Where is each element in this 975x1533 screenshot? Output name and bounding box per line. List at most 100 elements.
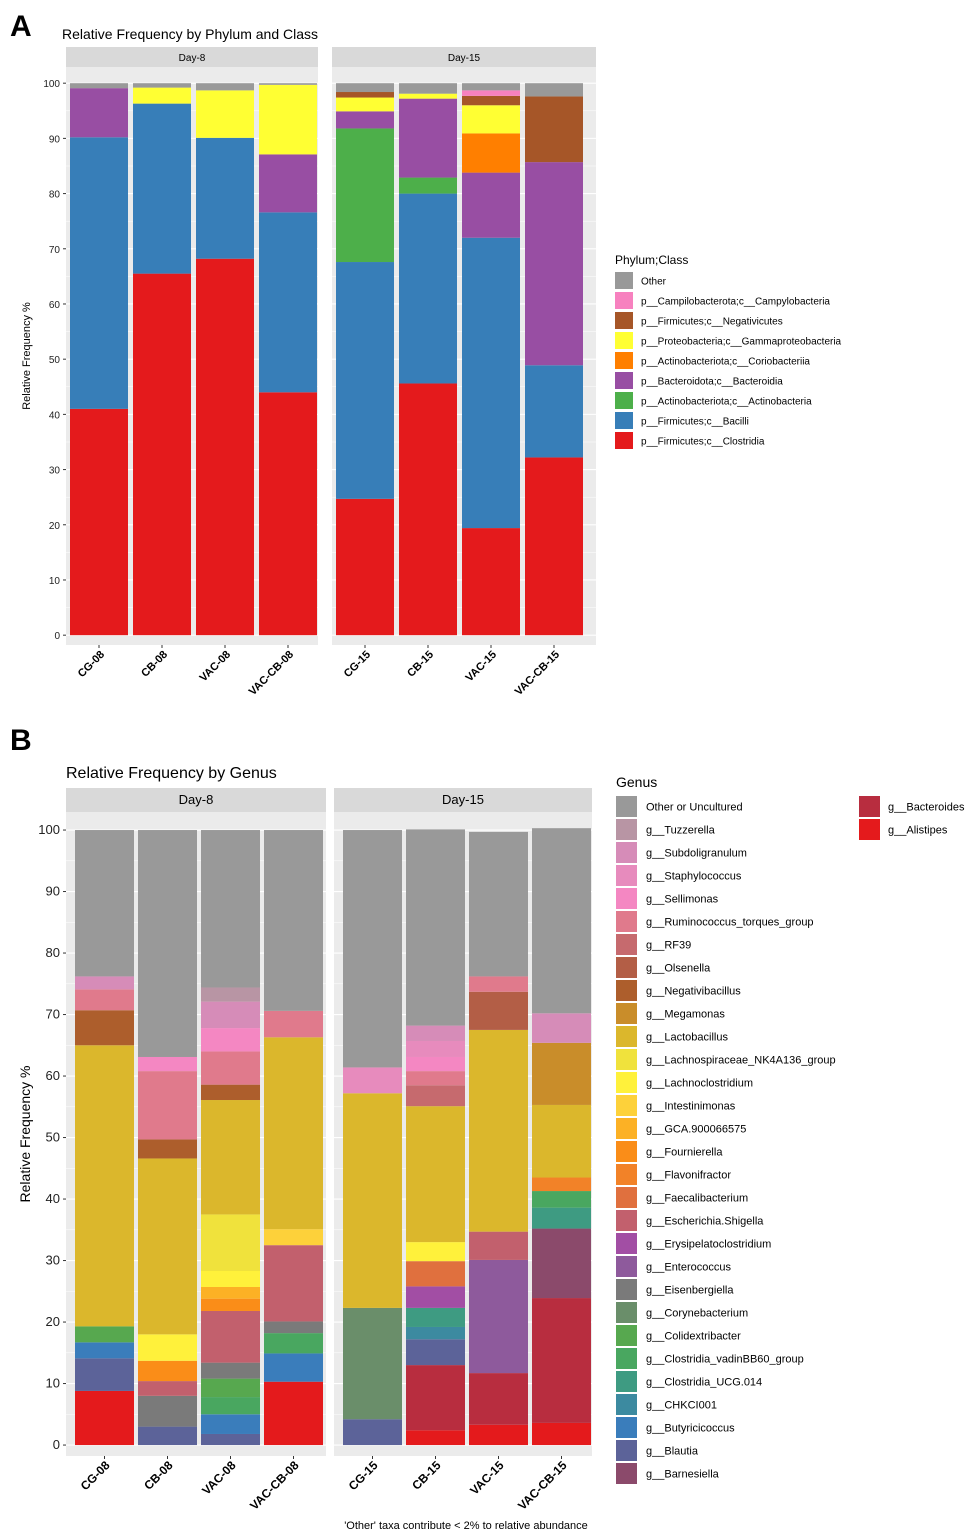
- panel-b-bar-vac-08-g-sellimonas: [201, 1028, 260, 1052]
- panel-b-bar-vac-cb-08-g-intestinimonas: [264, 1229, 323, 1246]
- panel-a-bar-cb-08-p-firmicutes-c-bacilli: [133, 103, 191, 274]
- panel-a-ytick-label: 10: [49, 576, 61, 587]
- panel-a-facet-label: Day-8: [179, 53, 206, 64]
- panel-a-xtick-label: VAC-CB-15: [513, 649, 562, 698]
- panel-b-legend-label: g__GCA.900066575: [646, 1124, 746, 1136]
- panel-b-legend-swatch: [616, 1394, 637, 1415]
- panel-b-ytick-label: 60: [46, 1068, 60, 1083]
- panel-b-legend-swatch: [616, 1210, 637, 1231]
- panel-b-ytick-label: 70: [46, 1007, 60, 1022]
- panel-b-legend-label: g__Clostridia_vadinBB60_group: [646, 1354, 804, 1366]
- panel-a-ylabel: Relative Frequency %: [21, 302, 33, 410]
- panel-a-legend-swatch: [615, 292, 633, 309]
- panel-b-bar-cb-08-g-fournierella: [138, 1360, 197, 1382]
- panel-b-legend-swatch: [616, 1440, 637, 1461]
- panel-b-bar-vac-cb-08-g-lactobacillus: [264, 1037, 323, 1230]
- panel-b-ytick-label: 50: [46, 1130, 60, 1145]
- panel-a-bar-cg-15-p-firmicutes-c-negativicutes: [336, 92, 394, 98]
- panel-b-xtick-label: CG-08: [78, 1458, 113, 1493]
- panel-b-bar-cb-15-g-staphylococcus: [406, 1040, 465, 1057]
- panel-b-footnote: 'Other' taxa contribute < 2% to relative…: [344, 1520, 588, 1532]
- panel-a-legend-label: p__Campilobacterota;c__Campylobacteria: [641, 297, 830, 308]
- panel-b-bar-vac-15-g-lactobacillus: [469, 1029, 528, 1232]
- panel-b-ytick-label: 90: [46, 884, 60, 899]
- panel-b-legend-label: g__Olsenella: [646, 963, 711, 975]
- panel-a-bar-vac-15-p-campilobacterota-c-campylobacteria: [462, 90, 520, 96]
- panel-b-title: Relative Frequency by Genus: [66, 765, 277, 782]
- panel-b-legend-swatch: [616, 865, 637, 886]
- panel-b-bar-cg-08-g-lactobacillus: [75, 1045, 134, 1327]
- panel-a-bar-vac-cb-15-p-firmicutes-c-clostridia: [525, 457, 583, 636]
- panel-b-facet-label: Day-8: [179, 792, 214, 807]
- panel-a-bar-vac-15-p-actinobacteriota-c-coriobacteriia: [462, 133, 520, 173]
- panel-b-bar-cg-15-g-corynebacterium: [343, 1307, 402, 1420]
- panel-b-bar-cb-15-g-sellimonas: [406, 1056, 465, 1072]
- panel-a-bar-vac-cb-08-p-firmicutes-c-bacilli: [259, 212, 317, 393]
- panel-b-bar-cb-15-g-rf39: [406, 1085, 465, 1107]
- panel-a-legend-swatch: [615, 332, 633, 349]
- panel-b-bar-cb-08-g-lactobacillus: [138, 1158, 197, 1335]
- panel-b-xtick-label: VAC-CB-08: [247, 1458, 302, 1513]
- panel-b-bar-vac-cb-08-g-butyricicoccus: [264, 1353, 323, 1382]
- panel-b-legend-swatch: [616, 842, 637, 863]
- panel-b-bar-vac-15-g-alistipes: [469, 1424, 528, 1446]
- panel-b-legend-swatch: [616, 1049, 637, 1070]
- panel-b-bar-cb-15-other-or-uncultured: [406, 829, 465, 1026]
- panel-a-bar-cb-15-other: [399, 83, 457, 94]
- panel-b-bar-cg-08-g-subdoligranulum: [75, 976, 134, 990]
- panel-b-bar-vac-cb-08-g-escherichia-shigella: [264, 1245, 323, 1322]
- panel-b-bar-cb-15-g-lactobacillus: [406, 1106, 465, 1243]
- panel-b-facet-label: Day-15: [442, 792, 484, 807]
- panel-b-legend-swatch: [616, 1026, 637, 1047]
- panel-b-bar-cg-15-g-staphylococcus: [343, 1067, 402, 1094]
- panel-b-legend-swatch: [859, 819, 880, 840]
- panel-b-legend-label: g__Erysipelatoclostridium: [646, 1239, 771, 1251]
- panel-a-bar-vac-cb-08-other: [259, 83, 317, 85]
- panel-b-bar-vac-08-g-fournierella: [201, 1298, 260, 1311]
- panel-b-bar-vac-08-g-lachnoclostridium: [201, 1271, 260, 1287]
- panel-b-legend-label: g__Blautia: [646, 1446, 699, 1458]
- panel-b-xtick-label: VAC-08: [199, 1458, 239, 1498]
- panel-b-bar-vac-cb-15-g-lactobacillus: [532, 1104, 591, 1178]
- panel-a-bar-vac-15-p-firmicutes-c-bacilli: [462, 237, 520, 529]
- panel-a-bar-vac-cb-15-other: [525, 83, 583, 97]
- panel-b-bar-vac-08-g-escherichia-shigella: [201, 1310, 260, 1363]
- panel-b-legend-swatch: [616, 1003, 637, 1024]
- panel-a-ytick-label: 0: [54, 631, 60, 642]
- panel-b-legend-swatch: [616, 1256, 637, 1277]
- panel-a-legend-label: p__Firmicutes;c__Clostridia: [641, 437, 765, 448]
- panel-b-bar-vac-08-other-or-uncultured: [201, 830, 260, 988]
- panel-b-xtick-label: CG-15: [346, 1458, 381, 1493]
- panel-b-bar-cg-15-other-or-uncultured: [343, 830, 402, 1068]
- panel-a-legend-label: p__Actinobacteriota;c__Coriobacteriia: [641, 357, 810, 368]
- panel-b-bar-cb-08-g-lachnoclostridium: [138, 1334, 197, 1361]
- panel-b-bar-vac-cb-15-other-or-uncultured: [532, 828, 591, 1014]
- panel-b-legend-swatch: [616, 1164, 637, 1185]
- panel-b-legend-label: g__Ruminococcus_torques_group: [646, 917, 814, 929]
- panel-b-legend-swatch: [616, 1187, 637, 1208]
- panel-b-legend-swatch: [616, 1279, 637, 1300]
- panel-a-ytick-label: 70: [49, 245, 61, 256]
- panel-b-bar-vac-15-g-olsenella: [469, 991, 528, 1030]
- panel-b-legend-swatch: [616, 1417, 637, 1438]
- panel-b-legend-label: g__Subdoligranulum: [646, 848, 747, 860]
- panel-b-bar-vac-cb-08-other-or-uncultured: [264, 830, 323, 1011]
- panel-a-xtick-label: VAC-CB-08: [247, 649, 296, 698]
- panel-a-bar-cg-15-p-proteobacteria-c-gammaproteobacteria: [336, 97, 394, 112]
- panel-a-bar-cg-15-p-firmicutes-c-clostridia: [336, 498, 394, 636]
- panel-b-legend-label: g__Enterococcus: [646, 1262, 731, 1274]
- panel-a-bar-cb-15-p-firmicutes-c-clostridia: [399, 383, 457, 636]
- panel-b-bar-cb-15-g-chkci001: [406, 1326, 465, 1340]
- panel-b-legend-label: g__Clostridia_UCG.014: [646, 1377, 762, 1389]
- panel-a-xtick-label: CB-15: [405, 649, 436, 680]
- panel-a-bar-cg-08-p-firmicutes-c-bacilli: [70, 137, 128, 409]
- panel-b-bar-vac-08-g-tuzzerella: [201, 987, 260, 1002]
- panel-a-legend-title: Phylum;Class: [615, 253, 688, 267]
- panel-b-legend-label: g__Colidextribacter: [646, 1331, 741, 1343]
- panel-b-bar-cb-15-g-blautia: [406, 1339, 465, 1366]
- panel-b-legend-label: g__Lachnoclostridium: [646, 1078, 753, 1090]
- panel-b-bar-cb-08-other-or-uncultured: [138, 830, 197, 1057]
- panel-a-ytick-label: 60: [49, 300, 61, 311]
- panel-b-bar-cb-15-g-bacteroides: [406, 1365, 465, 1431]
- panel-a-bar-cb-15-p-proteobacteria-c-gammaproteobacteria: [399, 93, 457, 99]
